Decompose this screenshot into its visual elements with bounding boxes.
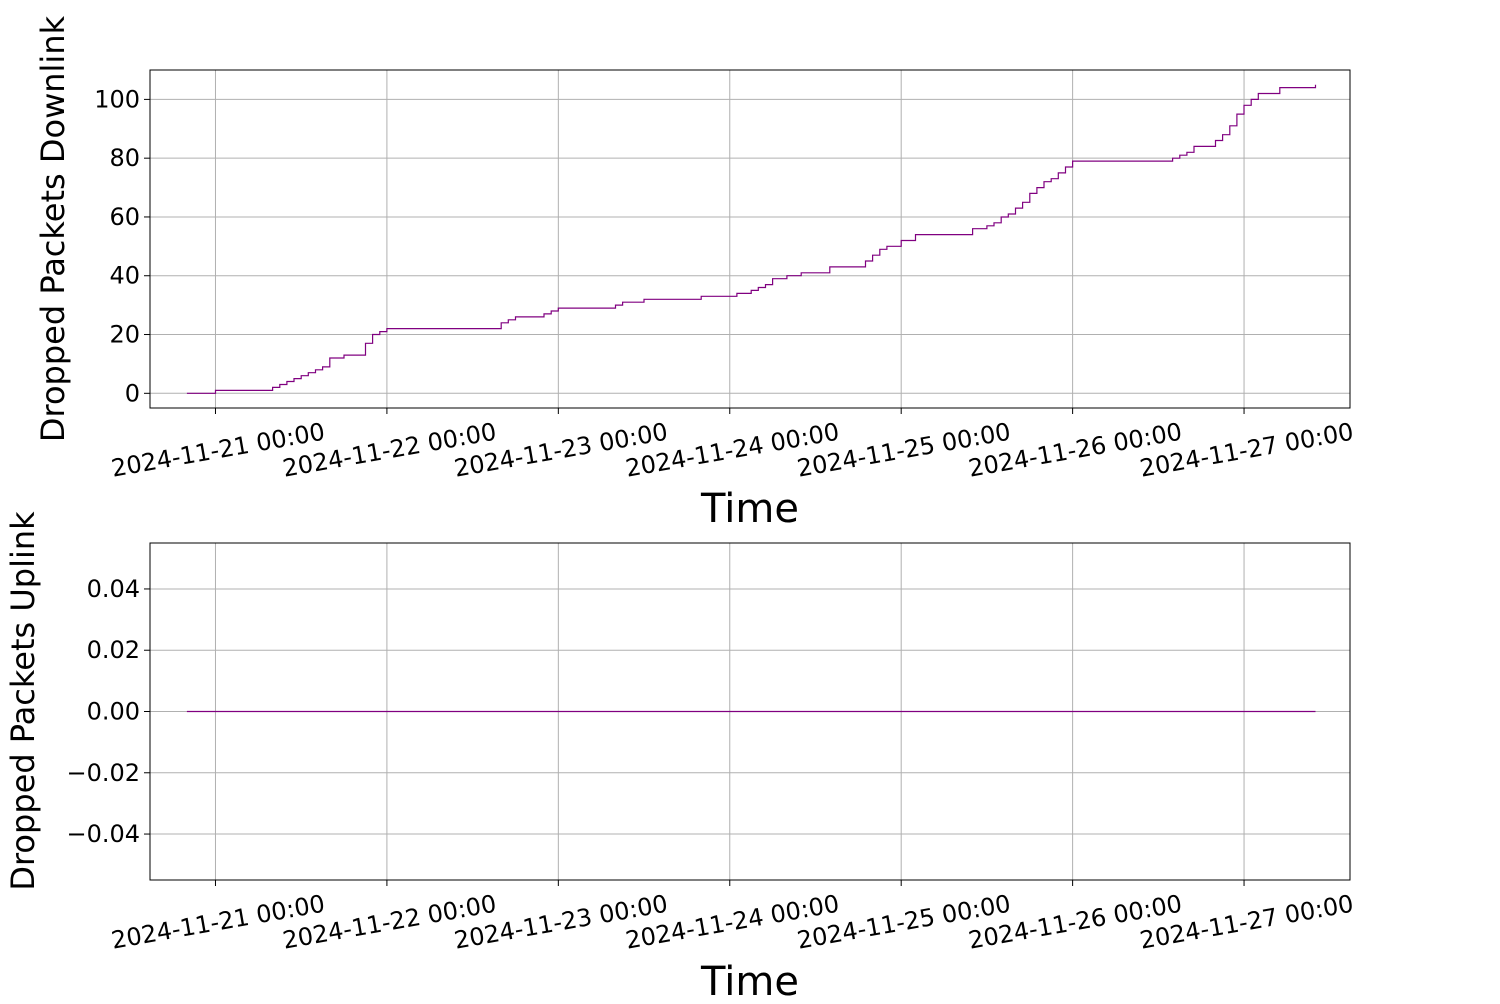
downlink-series-line (186, 84, 1317, 394)
downlink-y-ticks: 0 20 40 60 80 100 (94, 85, 150, 407)
downlink-y-axis-label: Dropped Packets Downlink (34, 15, 72, 442)
y-tick-label: 40 (109, 262, 140, 290)
y-tick-label: 100 (94, 85, 140, 113)
uplink-y-ticks: 0.04 0.02 0.00 −0.02 −0.04 (66, 575, 150, 848)
y-tick-label: 0.04 (87, 575, 140, 603)
y-tick-label: 0.02 (87, 636, 140, 664)
y-tick-label: −0.02 (66, 759, 140, 787)
uplink-y-axis-label: Dropped Packets Uplink (4, 511, 42, 891)
y-tick-label: 60 (109, 203, 140, 231)
y-tick-label: 0.00 (87, 698, 140, 726)
y-tick-label: 0 (125, 379, 140, 407)
y-tick-label: 80 (109, 144, 140, 172)
downlink-grid (150, 70, 1350, 408)
y-tick-label: 20 (109, 321, 140, 349)
downlink-plot-frame (149, 69, 1351, 409)
downlink-x-axis-label: Time (700, 486, 799, 532)
uplink-x-axis-label: Time (700, 959, 799, 1000)
y-tick-label: −0.04 (66, 820, 140, 848)
